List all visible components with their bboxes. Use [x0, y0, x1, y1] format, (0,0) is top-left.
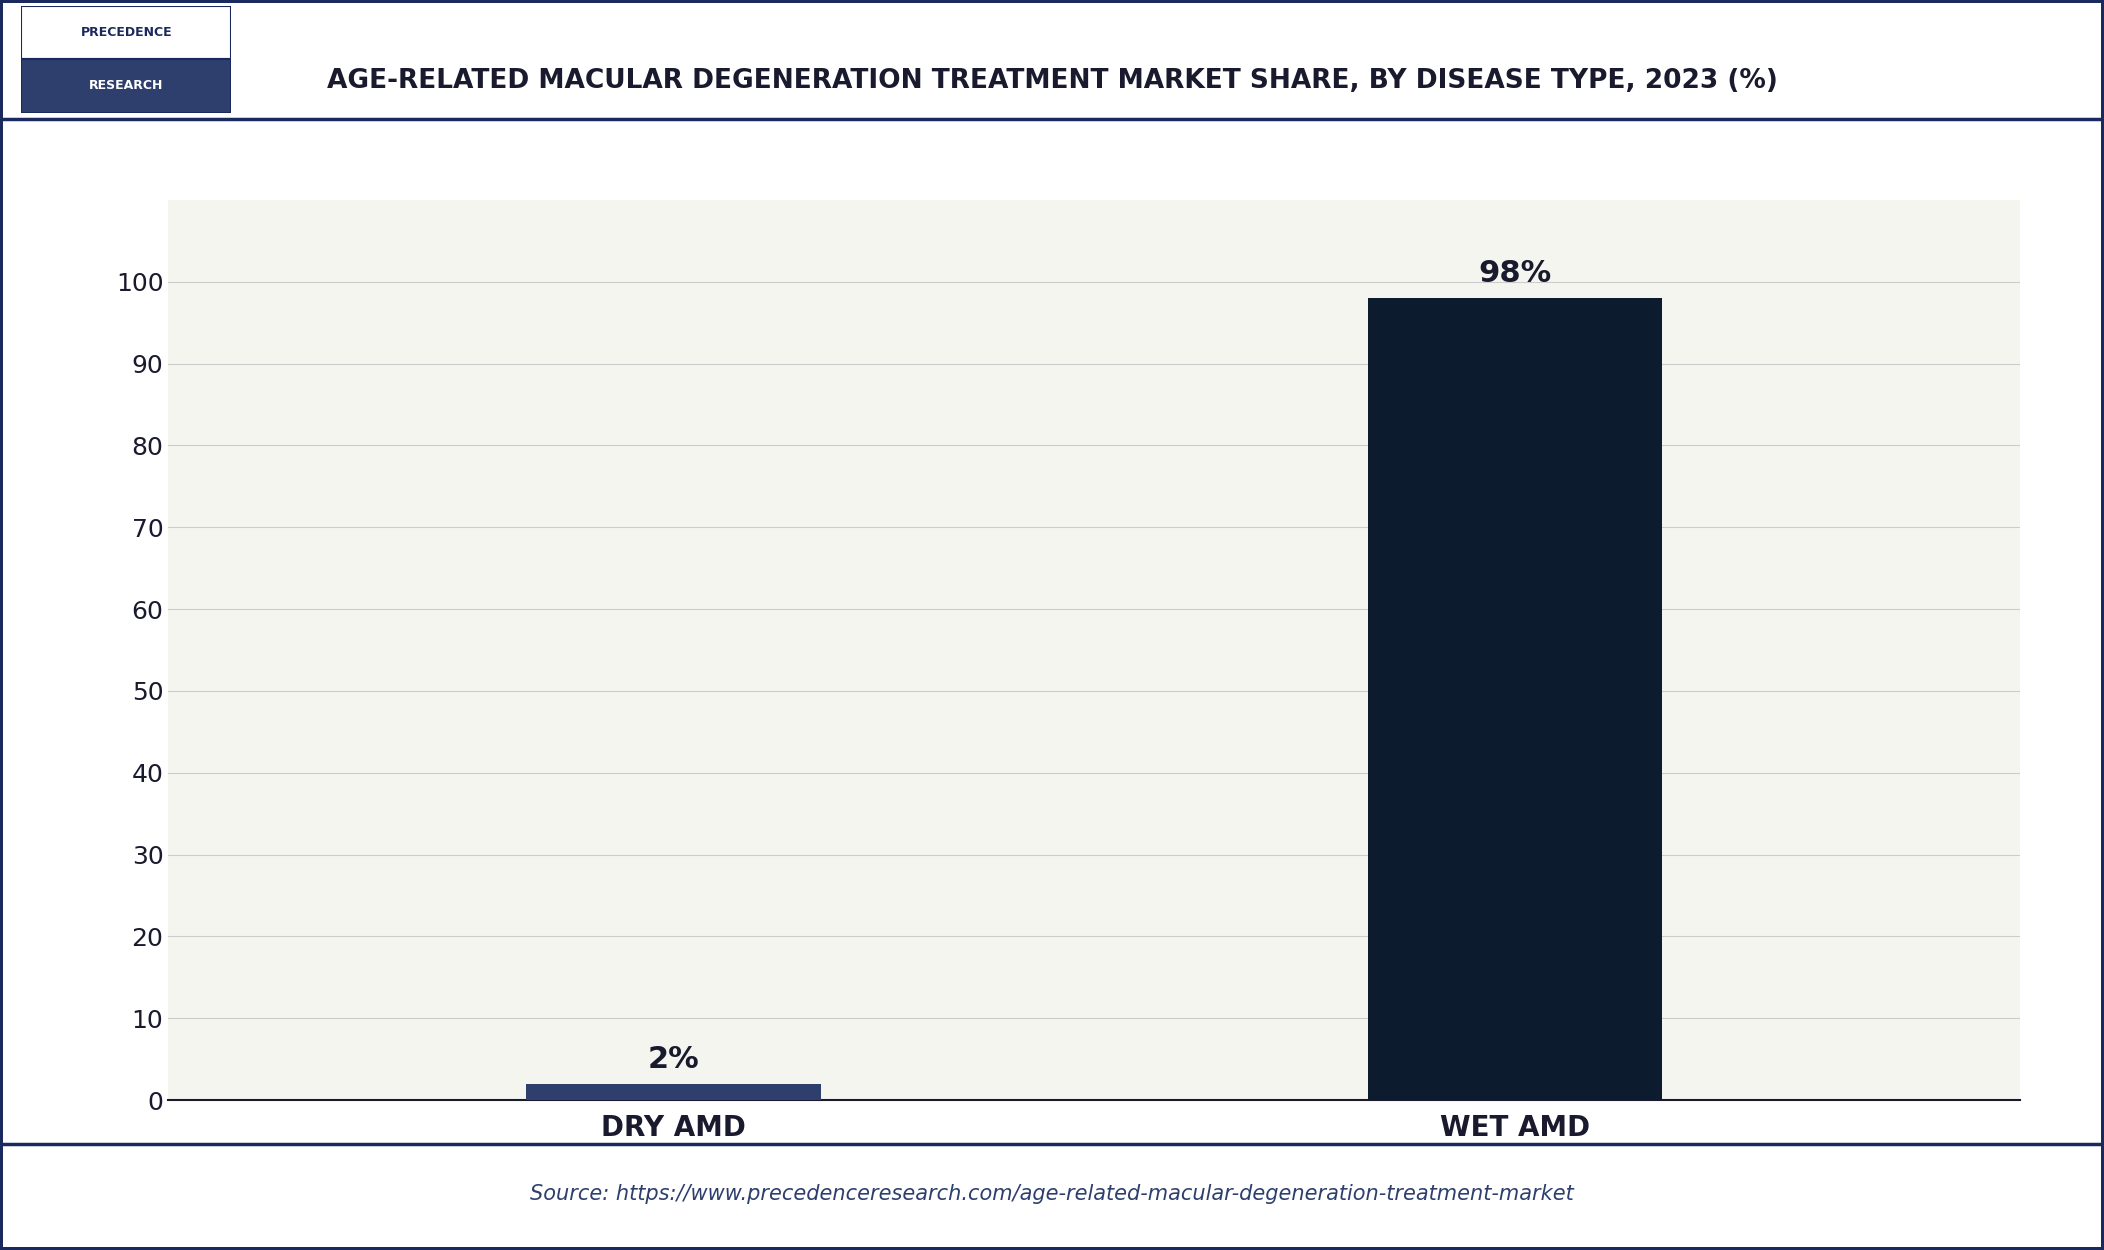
- Text: PRECEDENCE: PRECEDENCE: [80, 26, 173, 39]
- Bar: [526, 1084, 821, 1100]
- FancyBboxPatch shape: [21, 6, 231, 59]
- FancyBboxPatch shape: [21, 59, 231, 112]
- Text: 2%: 2%: [648, 1045, 699, 1074]
- Bar: [1368, 299, 1662, 1100]
- Text: 98%: 98%: [1479, 259, 1551, 289]
- Text: AGE-RELATED MACULAR DEGENERATION TREATMENT MARKET SHARE, BY DISEASE TYPE, 2023 (: AGE-RELATED MACULAR DEGENERATION TREATME…: [326, 69, 1778, 94]
- Text: Source: https://www.precedenceresearch.com/age-related-macular-degeneration-trea: Source: https://www.precedenceresearch.c…: [530, 1184, 1574, 1204]
- Text: RESEARCH: RESEARCH: [88, 80, 164, 92]
